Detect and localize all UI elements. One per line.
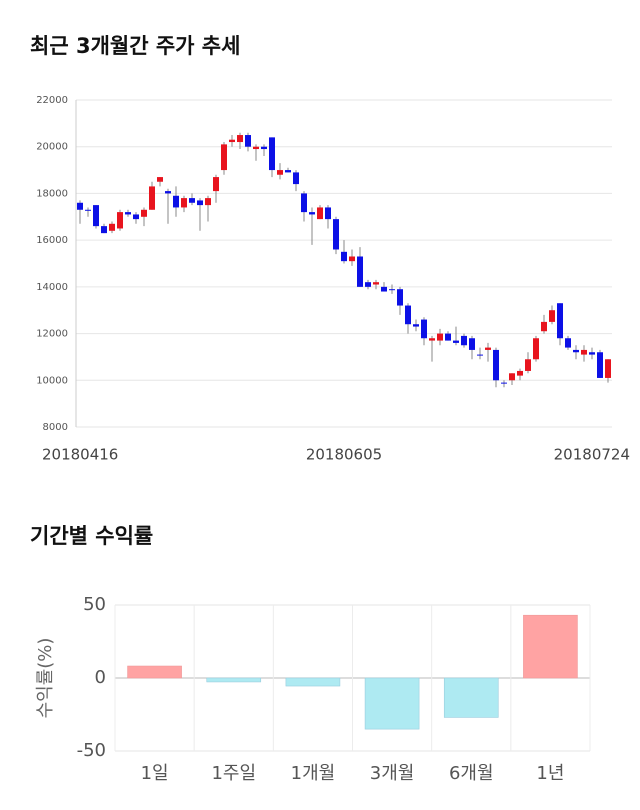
y-tick-label: 0	[95, 667, 106, 688]
candle-body	[245, 135, 251, 147]
x-tick-label: 1일	[141, 763, 169, 784]
x-tick-label: 1주일	[211, 763, 256, 784]
candle-body	[485, 347, 491, 350]
y-tick-label: 14000	[36, 282, 68, 293]
candle-body	[365, 282, 371, 287]
y-axis-label: 수익률(%)	[35, 638, 56, 719]
bar	[523, 614, 578, 679]
candle-body	[325, 207, 331, 220]
y-tick-label: 20000	[36, 142, 68, 153]
y-tick-label: 50	[83, 594, 106, 615]
y-tick-label: 16000	[36, 235, 68, 246]
candle-body	[373, 282, 379, 285]
candle-body	[349, 256, 355, 262]
candle-body	[237, 135, 243, 143]
candle-body	[229, 139, 235, 143]
candle-body	[221, 144, 227, 171]
x-tick-label: 1년	[536, 763, 564, 784]
candle-body	[85, 209, 91, 211]
candle-body	[453, 340, 459, 343]
candle-body	[213, 177, 219, 192]
candle-body	[181, 198, 187, 208]
x-tick-label: 20180724	[554, 446, 630, 464]
candle-body	[605, 359, 611, 378]
bar	[364, 677, 420, 730]
candle-body	[101, 226, 107, 234]
candle-body	[557, 303, 563, 339]
candle-body	[125, 212, 131, 215]
candle-body	[333, 219, 339, 250]
chart-title: 기간별 수익률	[30, 524, 153, 548]
candle-body	[397, 289, 403, 306]
candle-body	[205, 198, 211, 206]
candle-body	[477, 354, 483, 356]
candle-body	[413, 324, 419, 327]
y-tick-label: 10000	[36, 375, 68, 386]
candle-body	[109, 223, 115, 231]
candle-body	[517, 370, 523, 376]
x-tick-label: 20180416	[42, 446, 118, 464]
candle-body	[277, 170, 283, 175]
candle-body	[389, 289, 395, 291]
candle-body	[189, 198, 195, 203]
candle-body	[157, 177, 163, 182]
candle-body	[565, 338, 571, 348]
candle-body	[493, 349, 499, 381]
candle-body	[133, 214, 139, 220]
candle-body	[77, 202, 83, 210]
candle-body	[309, 212, 315, 215]
x-tick-label: 3개월	[370, 763, 415, 784]
candle-body	[165, 191, 171, 194]
candle-body	[461, 335, 467, 346]
candle-body	[317, 207, 323, 220]
candle-body	[541, 321, 547, 332]
bar	[127, 665, 182, 679]
candle-body	[437, 333, 443, 341]
x-tick-label: 6개월	[449, 763, 494, 784]
candle-body	[421, 319, 427, 339]
y-tick-label: -50	[77, 740, 106, 761]
candle-body	[581, 349, 587, 355]
candle-body	[197, 200, 203, 206]
candle-body	[293, 172, 299, 185]
candle-body	[445, 333, 451, 341]
candle-body	[141, 209, 147, 217]
candle-body	[381, 286, 387, 292]
bar	[285, 677, 341, 687]
y-tick-label: 12000	[36, 329, 68, 340]
y-tick-label: 8000	[43, 422, 68, 433]
candle-body	[429, 338, 435, 341]
candle-body	[357, 256, 363, 287]
candle-body	[501, 382, 507, 384]
y-tick-label: 18000	[36, 188, 68, 199]
candle-body	[509, 373, 515, 381]
candle-body	[173, 195, 179, 208]
candle-body	[261, 146, 267, 150]
candle-body	[525, 359, 531, 371]
x-tick-label: 20180605	[306, 446, 382, 464]
candle-body	[117, 212, 123, 229]
candle-body	[469, 338, 475, 350]
candle-body	[269, 137, 275, 171]
chart-title: 최근 3개월간 주가 추세	[30, 34, 240, 58]
candle-body	[549, 310, 555, 322]
candle-body	[301, 193, 307, 213]
bar	[443, 677, 499, 718]
candle-body	[573, 349, 579, 353]
candle-body	[533, 338, 539, 360]
y-tick-label: 22000	[36, 95, 68, 106]
candle-body	[405, 305, 411, 325]
candle-body	[253, 146, 259, 150]
candle-body	[589, 352, 595, 355]
candle-body	[285, 170, 291, 173]
x-tick-label: 1개월	[291, 763, 336, 784]
candle-body	[597, 352, 603, 378]
candle-body	[93, 205, 99, 227]
candle-body	[341, 251, 347, 262]
bar	[206, 677, 262, 683]
candle-body	[149, 186, 155, 210]
